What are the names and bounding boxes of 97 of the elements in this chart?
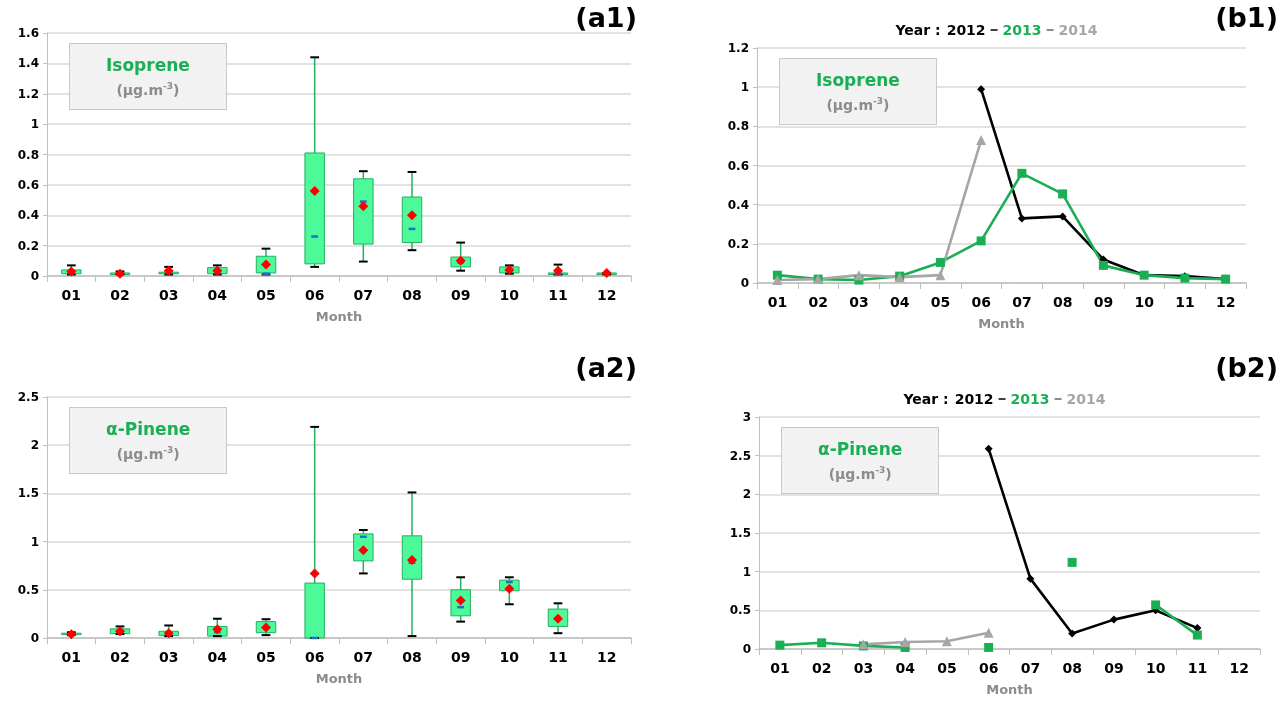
y-tick-label: 0 (30, 631, 39, 645)
legend-title: Year : (902, 391, 949, 407)
text: 2014 (1066, 391, 1106, 407)
x-tick-label: 04 (207, 287, 228, 303)
y-tick-label: 1.6 (17, 26, 39, 40)
x-tick-label: 05 (930, 294, 951, 310)
x-tick-label: 11 (1175, 294, 1195, 310)
x-axis-title: Month (315, 309, 363, 324)
x-tick-label: 08 (402, 649, 422, 665)
y-tick-label: 3 (742, 410, 751, 424)
y-tick-label: 2 (742, 487, 751, 502)
y-tick-label: 1.5 (729, 526, 751, 540)
x-tick-label: 09 (450, 649, 471, 665)
x-tick-label: 08 (1062, 660, 1082, 676)
y-tick-label: 1 (30, 117, 39, 132)
x-tick-label: 06 (304, 649, 325, 665)
y-tick-label: 0.2 (727, 236, 749, 251)
x-tick-label: 07 (1020, 660, 1041, 676)
x-tick-label: 09 (450, 287, 471, 303)
y-tick-label: 0 (742, 642, 751, 656)
x-tick-label: 02 (110, 287, 130, 303)
x-tick-label: 03 (158, 649, 179, 665)
text: (b2) (1215, 352, 1278, 383)
x-tick-label: 05 (256, 287, 276, 303)
x-tick-label: 12 (1215, 294, 1236, 310)
x-tick-label: 06 (971, 294, 991, 310)
label-box: Isoprene (µg.m$^{-3}$) (69, 43, 227, 110)
y-tick-label: 0.8 (727, 119, 749, 134)
y-tick-label: 2 (30, 438, 39, 453)
x-tick-label: 05 (937, 660, 957, 676)
x-tick-label: 09 (1104, 660, 1124, 676)
y-tick-label: 0.4 (727, 197, 749, 212)
y-tick-label: 1.5 (17, 486, 39, 501)
x-tick-label: 02 (110, 649, 130, 665)
x-tick-label: 03 (853, 660, 874, 676)
y-tick-label: 1.2 (727, 41, 749, 55)
y-tick-label: 0.4 (17, 208, 39, 223)
y-tick-label: 1 (30, 534, 39, 549)
y-tick-label: 0 (30, 269, 39, 283)
x-axis-title: Month (978, 316, 1025, 331)
x-tick-label: 01 (61, 287, 82, 303)
text: 2013 (1002, 22, 1042, 38)
x-tick-label: 02 (811, 660, 832, 676)
x-tick-label: 03 (849, 294, 869, 310)
x-tick-label: 07 (353, 287, 374, 303)
x-tick-label: 10 (499, 287, 520, 303)
text: (a1) (575, 2, 637, 33)
x-tick-label: 11 (548, 287, 568, 303)
x-tick-label: 12 (596, 649, 617, 665)
x-tick-label: 05 (256, 649, 276, 665)
x-tick-label: 08 (402, 287, 422, 303)
y-tick-label: 1.4 (17, 56, 39, 71)
text: (a2) (575, 352, 637, 383)
y-tick-label: 0.5 (729, 603, 751, 618)
x-tick-label: 04 (895, 660, 916, 676)
text: 2012 (946, 22, 986, 38)
text: (b1) (1215, 2, 1278, 33)
y-tick-label: 1 (742, 564, 751, 579)
x-tick-label: 01 (61, 649, 82, 665)
x-tick-label: 12 (1229, 660, 1249, 676)
label-box: α-Pinene (µg.m$^{-3}$) (781, 427, 940, 494)
x-tick-label: 01 (770, 660, 790, 676)
x-tick-label: 10 (499, 649, 520, 665)
x-tick-label: 04 (889, 294, 910, 310)
x-tick-label: 11 (548, 649, 568, 665)
y-tick-label: 1.2 (17, 86, 39, 101)
x-tick-label: 10 (1134, 294, 1155, 310)
y-tick-label: 2.5 (17, 390, 39, 404)
x-axis-title: Month (315, 671, 363, 686)
x-tick-label: 10 (1145, 660, 1166, 676)
text: 2012 (954, 391, 994, 407)
x-tick-label: 03 (158, 287, 179, 303)
y-tick-label: 0 (740, 276, 749, 290)
x-tick-label: 08 (1052, 294, 1073, 310)
text: 2013 (1010, 391, 1050, 407)
y-tick-label: 0.6 (17, 177, 39, 192)
x-tick-label: 09 (1093, 294, 1114, 310)
y-tick-label: 0.8 (17, 147, 39, 162)
y-tick-label: 0.6 (727, 158, 749, 173)
x-tick-label: 06 (978, 660, 999, 676)
x-tick-label: 01 (767, 294, 788, 310)
x-tick-label: 12 (596, 287, 617, 303)
text: 2014 (1058, 22, 1098, 38)
x-tick-label: 07 (353, 649, 374, 665)
y-tick-label: 0.2 (17, 238, 39, 253)
x-tick-label: 07 (1012, 294, 1032, 310)
y-tick-label: 1 (740, 80, 749, 95)
label-box: Isoprene (µg.m$^{-3}$) (779, 58, 937, 125)
legend-title: Year : (894, 22, 941, 38)
x-axis-title: Month (986, 682, 1033, 697)
x-tick-label: 11 (1187, 660, 1208, 676)
x-tick-label: 06 (304, 287, 325, 303)
x-tick-label: 02 (808, 294, 828, 310)
label-box: α-Pinene (µg.m$^{-3}$) (69, 407, 228, 474)
y-tick-label: 0.5 (17, 582, 39, 597)
x-tick-label: 04 (207, 649, 228, 665)
y-tick-label: 2.5 (729, 448, 751, 463)
